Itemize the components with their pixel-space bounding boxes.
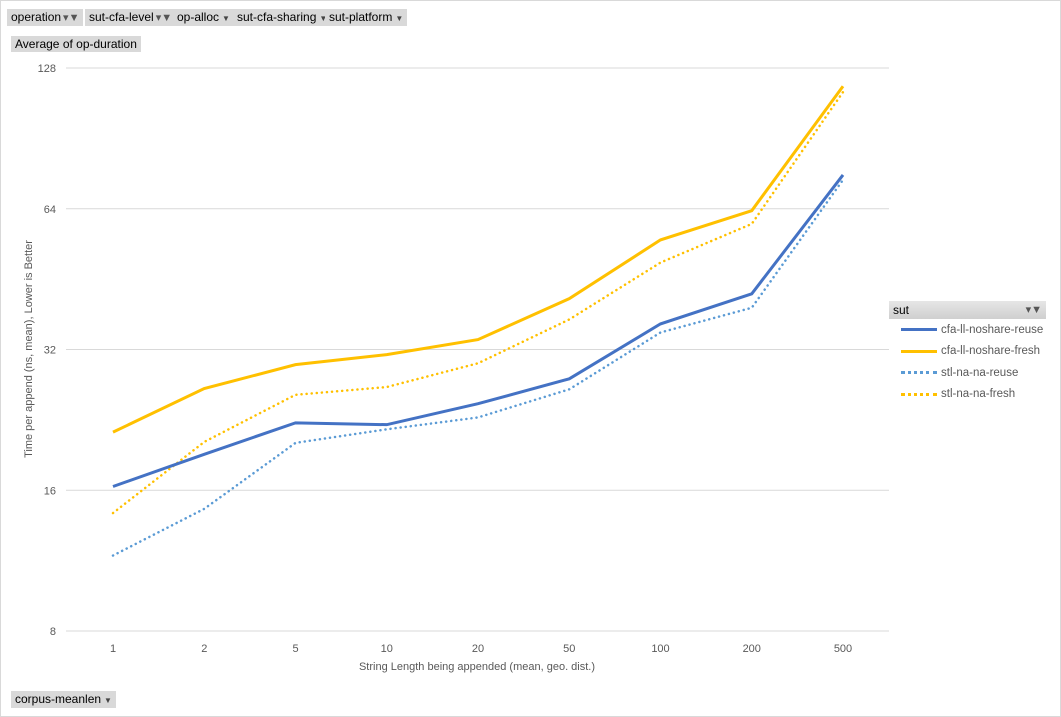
x-tick-label: 200	[743, 643, 761, 655]
filter-button-operation[interactable]: operation ▾▼	[7, 9, 84, 26]
filter-icon: ▾▼	[1025, 304, 1042, 316]
filter-icon: ▾▼	[63, 12, 80, 24]
filter-button-sut-cfa-level[interactable]: sut-cfa-level ▾▼	[85, 9, 177, 26]
dropdown-arrow-icon: ▼	[395, 14, 404, 23]
legend-swatch	[901, 392, 937, 396]
legend-title: sut	[893, 303, 910, 317]
y-tick-label: 16	[44, 485, 56, 497]
series-line-stl-na-na-reuse	[111, 178, 845, 557]
dropdown-arrow-icon: ▼	[222, 14, 230, 23]
x-tick-label: 100	[651, 643, 669, 655]
series-line-stl-na-na-fresh	[111, 90, 845, 515]
series-line-cfa-ll-noshare-reuse	[112, 174, 845, 488]
x-tick-label: 20	[472, 643, 484, 655]
x-tick-label: 10	[381, 643, 393, 655]
legend-item[interactable]: cfa-ll-noshare-reuse	[889, 319, 1046, 341]
filter-label: op-alloc	[177, 10, 220, 24]
dropdown-arrow-icon: ▼	[104, 696, 112, 705]
filter-label: operation	[11, 10, 62, 24]
axis-field-button[interactable]: corpus-meanlen ▼	[11, 691, 116, 708]
y-axis-title: Time per append (ns, mean), Lower is Bet…	[23, 240, 35, 458]
legend-field-button[interactable]: sut ▾▼	[889, 301, 1046, 319]
legend-swatch	[901, 328, 937, 332]
x-tick-label: 5	[292, 643, 298, 655]
filter-label: sut-cfa-sharing	[237, 10, 317, 24]
x-tick-label: 1	[110, 643, 116, 655]
x-tick-label: 50	[563, 643, 575, 655]
legend-item[interactable]: cfa-ll-noshare-fresh	[889, 341, 1046, 363]
values-field-button[interactable]: Average of op-duration	[11, 36, 141, 52]
legend-label: cfa-ll-noshare-fresh	[941, 345, 1041, 358]
legend-item[interactable]: stl-na-na-fresh	[889, 384, 1046, 406]
legend: sut ▾▼ cfa-ll-noshare-reuse cfa-ll-noshare…	[889, 301, 1046, 405]
x-tick-label: 500	[834, 643, 852, 655]
series-line-cfa-ll-noshare-fresh	[112, 85, 845, 434]
filter-button-sut-platform[interactable]: sut-platform ▼	[325, 9, 408, 26]
filter-icon: ▾▼	[155, 12, 173, 24]
filter-label: sut-cfa-level	[89, 10, 154, 24]
dropdown-arrow-icon: ▼	[319, 14, 328, 23]
legend-swatch	[901, 349, 937, 353]
legend-item[interactable]: stl-na-na-reuse	[889, 362, 1046, 384]
x-tick-label: 2	[201, 643, 207, 655]
legend-label: stl-na-na-fresh	[941, 388, 1016, 401]
y-tick-label: 8	[50, 626, 56, 638]
legend-swatch	[901, 371, 937, 375]
legend-label: cfa-ll-noshare-reuse	[941, 323, 1044, 336]
filter-button-op-alloc[interactable]: op-alloc ▼	[173, 9, 234, 26]
y-tick-label: 128	[38, 63, 56, 75]
axis-field-label: corpus-meanlen	[15, 692, 102, 706]
x-axis-title: String Length being appended (mean, geo.…	[359, 661, 595, 673]
y-tick-label: 64	[44, 204, 56, 216]
filter-button-sut-cfa-sharing[interactable]: sut-cfa-sharing ▼	[233, 9, 332, 26]
legend-label: stl-na-na-reuse	[941, 366, 1019, 379]
y-tick-label: 32	[44, 345, 56, 357]
filter-label: sut-platform	[329, 10, 393, 24]
